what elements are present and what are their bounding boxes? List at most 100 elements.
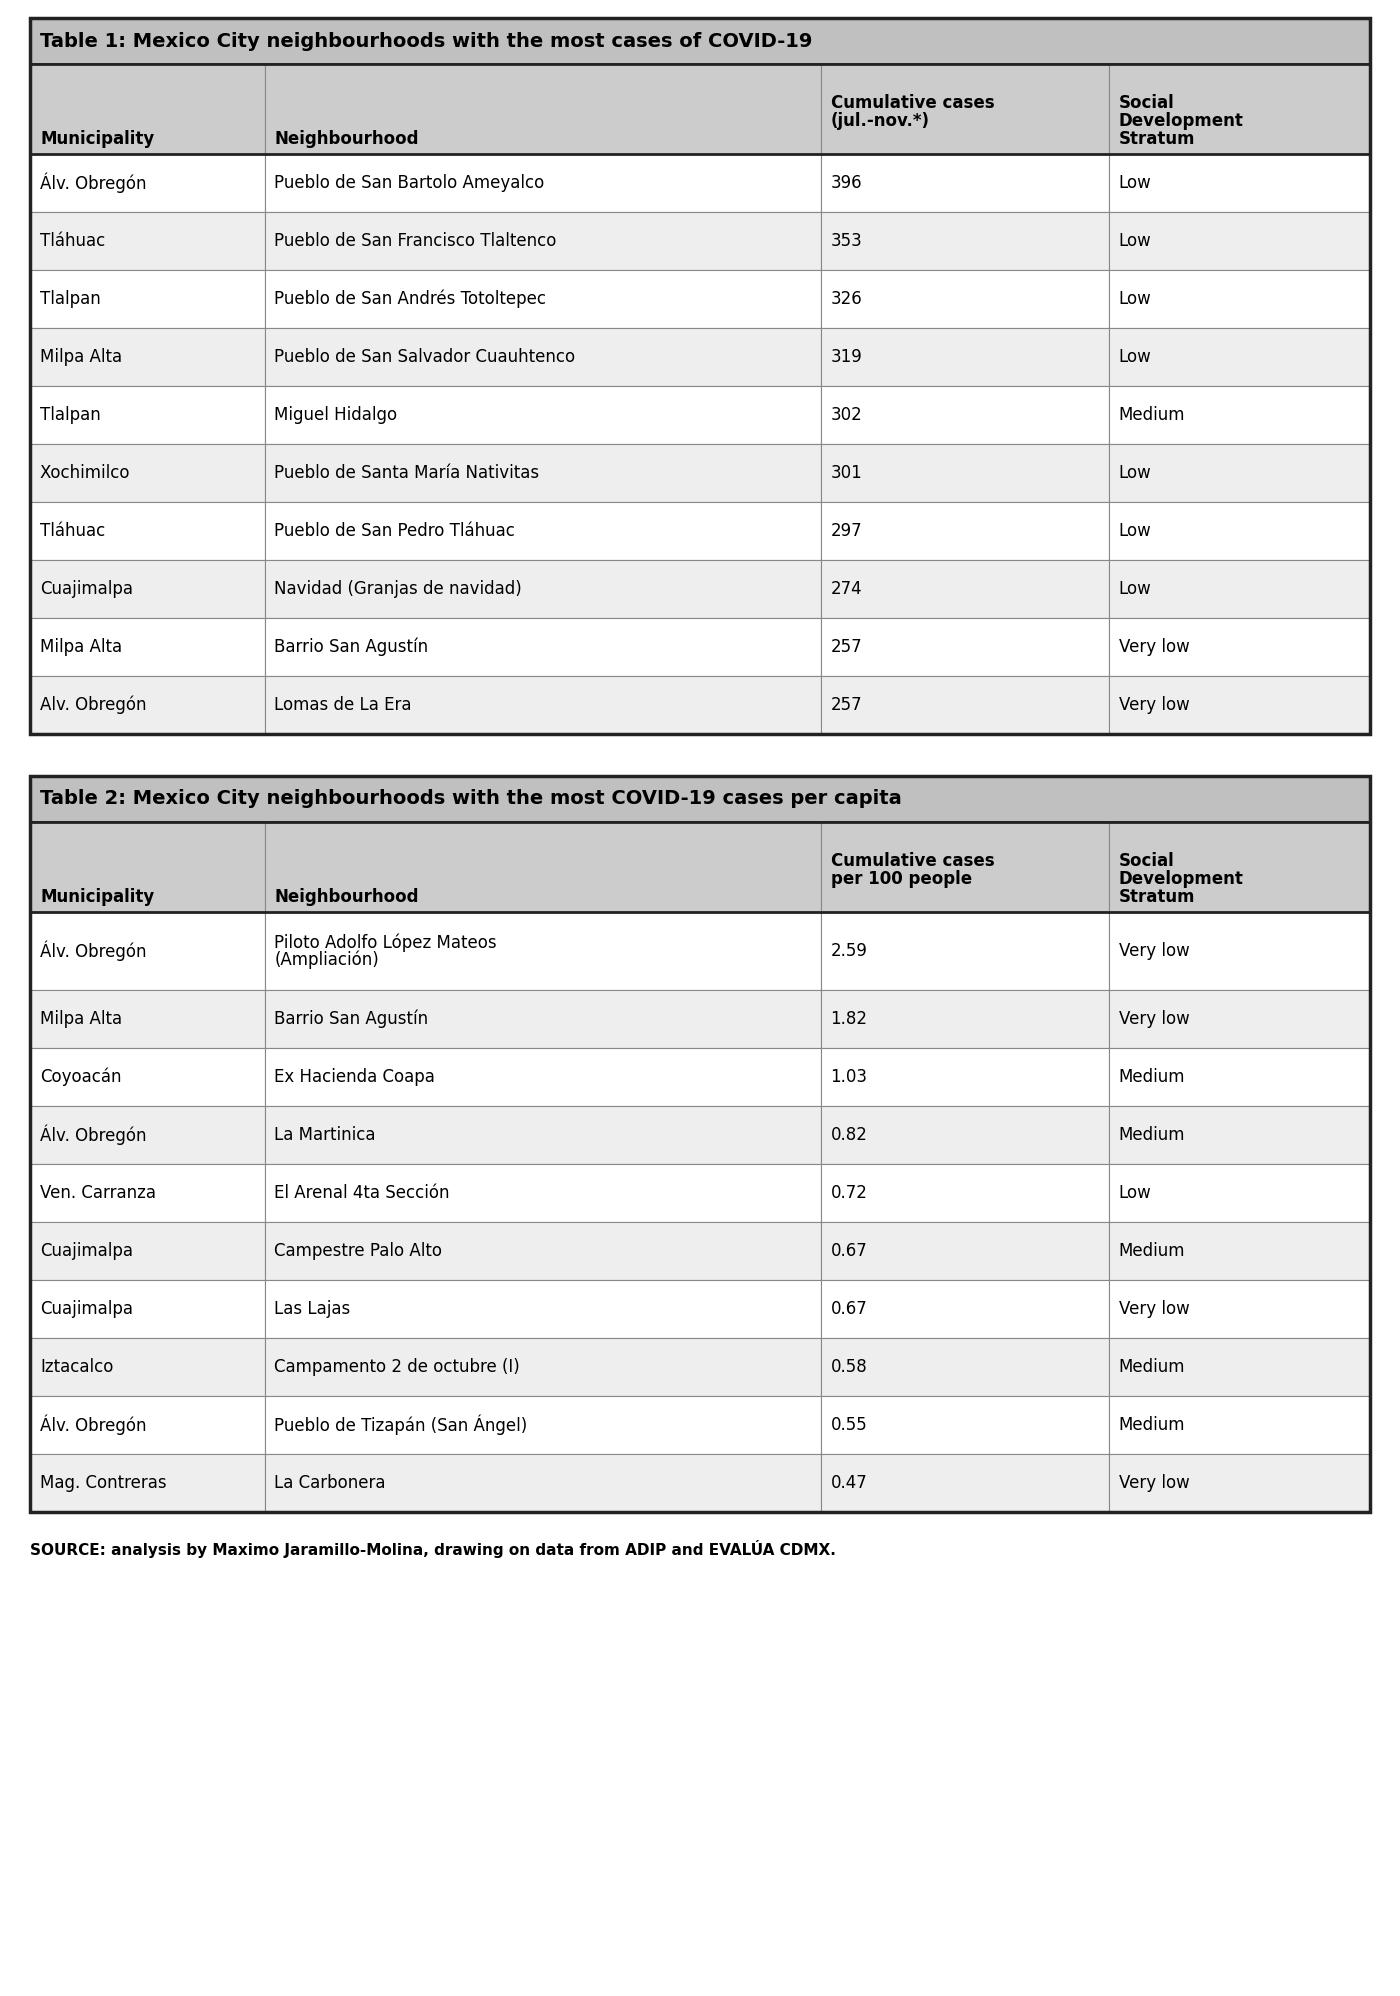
Bar (265, 912, 820, 990)
Text: 1.82: 1.82 (830, 1010, 868, 1028)
Bar (1109, 212, 1371, 269)
Bar (29, 822, 1371, 912)
Text: Xochimilco: Xochimilco (41, 463, 130, 481)
Bar (1109, 269, 1371, 327)
Text: Medium: Medium (1119, 1415, 1186, 1433)
Text: Low: Low (1119, 232, 1151, 250)
Bar (29, 64, 1371, 154)
Bar (1109, 503, 1371, 561)
Bar (29, 1164, 265, 1222)
Bar (1109, 1106, 1371, 1164)
Bar (265, 1048, 820, 1106)
Bar (820, 990, 1109, 1048)
Text: Neighbourhood: Neighbourhood (274, 888, 419, 906)
Bar (1109, 1337, 1371, 1395)
Bar (29, 154, 265, 212)
Bar (820, 1106, 1109, 1164)
Text: Low: Low (1119, 581, 1151, 599)
Text: 2.59: 2.59 (830, 942, 868, 960)
Bar (265, 677, 820, 735)
Text: 353: 353 (830, 232, 862, 250)
Text: Very low: Very low (1119, 1299, 1190, 1317)
Bar (29, 1106, 265, 1164)
Bar (1109, 443, 1371, 503)
Text: SOURCE: analysis by Maximo Jaramillo-Molina, drawing on data from ADIP and EVALÚ: SOURCE: analysis by Maximo Jaramillo-Mol… (29, 1541, 836, 1559)
Text: Pueblo de San Francisco Tlaltenco: Pueblo de San Francisco Tlaltenco (274, 232, 557, 250)
Bar (265, 1279, 820, 1337)
Text: Pueblo de Tizapán (San Ángel): Pueblo de Tizapán (San Ángel) (274, 1415, 528, 1435)
Bar (265, 1453, 820, 1513)
Text: Cumulative cases: Cumulative cases (830, 94, 994, 112)
Text: Social: Social (1119, 94, 1175, 112)
Bar (820, 1337, 1109, 1395)
Text: El Arenal 4ta Sección: El Arenal 4ta Sección (274, 1184, 449, 1202)
Bar (29, 327, 265, 385)
Bar (820, 269, 1109, 327)
Bar (820, 327, 1109, 385)
Text: Barrio San Agustín: Barrio San Agustín (274, 639, 428, 657)
Bar (29, 64, 1371, 154)
Bar (820, 822, 1109, 912)
Text: 301: 301 (830, 463, 862, 481)
Bar (1109, 385, 1371, 443)
Text: Table 2: Mexico City neighbourhoods with the most COVID-19 cases per capita: Table 2: Mexico City neighbourhoods with… (41, 790, 902, 808)
Text: Cuajimalpa: Cuajimalpa (41, 581, 133, 599)
Bar (29, 776, 1371, 822)
Bar (265, 443, 820, 503)
Text: 297: 297 (830, 523, 862, 541)
Text: Cuajimalpa: Cuajimalpa (41, 1299, 133, 1317)
Bar (265, 1164, 820, 1222)
Text: Pueblo de San Pedro Tláhuac: Pueblo de San Pedro Tláhuac (274, 523, 515, 541)
Bar (820, 561, 1109, 619)
Bar (820, 443, 1109, 503)
Text: Cumulative cases: Cumulative cases (830, 852, 994, 870)
Bar (265, 154, 820, 212)
Bar (1109, 1395, 1371, 1453)
Bar (820, 912, 1109, 990)
Text: La Carbonera: La Carbonera (274, 1473, 386, 1491)
Bar (1109, 619, 1371, 677)
Bar (1109, 912, 1371, 990)
Text: Very low: Very low (1119, 1010, 1190, 1028)
Text: Very low: Very low (1119, 942, 1190, 960)
Bar (29, 503, 265, 561)
Bar (1109, 1453, 1371, 1513)
Text: (jul.-nov.*): (jul.-nov.*) (830, 112, 930, 130)
Bar (1109, 1048, 1371, 1106)
Text: Tláhuac: Tláhuac (41, 523, 105, 541)
Text: Low: Low (1119, 289, 1151, 307)
Bar (820, 1164, 1109, 1222)
Text: Low: Low (1119, 523, 1151, 541)
Text: 257: 257 (830, 697, 862, 715)
Bar (29, 18, 1371, 735)
Bar (29, 1279, 265, 1337)
Bar (29, 1048, 265, 1106)
Bar (29, 269, 265, 327)
Bar (1109, 1279, 1371, 1337)
Text: (Ampliación): (Ampliación) (274, 950, 379, 968)
Bar (265, 327, 820, 385)
Bar (265, 503, 820, 561)
Text: Municipality: Municipality (41, 888, 154, 906)
Text: 302: 302 (830, 405, 862, 423)
Bar (29, 990, 265, 1048)
Text: Álv. Obregón: Álv. Obregón (41, 1126, 147, 1146)
Text: Álv. Obregón: Álv. Obregón (41, 940, 147, 962)
Bar (29, 1453, 265, 1513)
Text: Low: Low (1119, 174, 1151, 192)
Text: Ex Hacienda Coapa: Ex Hacienda Coapa (274, 1068, 435, 1086)
Text: 319: 319 (830, 347, 862, 365)
Text: 274: 274 (830, 581, 862, 599)
Text: Alv. Obregón: Alv. Obregón (41, 697, 147, 715)
Text: Pueblo de San Salvador Cuauhtenco: Pueblo de San Salvador Cuauhtenco (274, 347, 575, 365)
Text: Medium: Medium (1119, 1126, 1186, 1144)
Text: Navidad (Granjas de navidad): Navidad (Granjas de navidad) (274, 581, 522, 599)
Text: Very low: Very low (1119, 697, 1190, 715)
Text: Pueblo de San Bartolo Ameyalco: Pueblo de San Bartolo Ameyalco (274, 174, 545, 192)
Bar (265, 822, 820, 912)
Text: Medium: Medium (1119, 1357, 1186, 1375)
Bar (29, 1222, 265, 1279)
Text: Neighbourhood: Neighbourhood (274, 130, 419, 148)
Bar (29, 912, 265, 990)
Text: Miguel Hidalgo: Miguel Hidalgo (274, 405, 398, 423)
